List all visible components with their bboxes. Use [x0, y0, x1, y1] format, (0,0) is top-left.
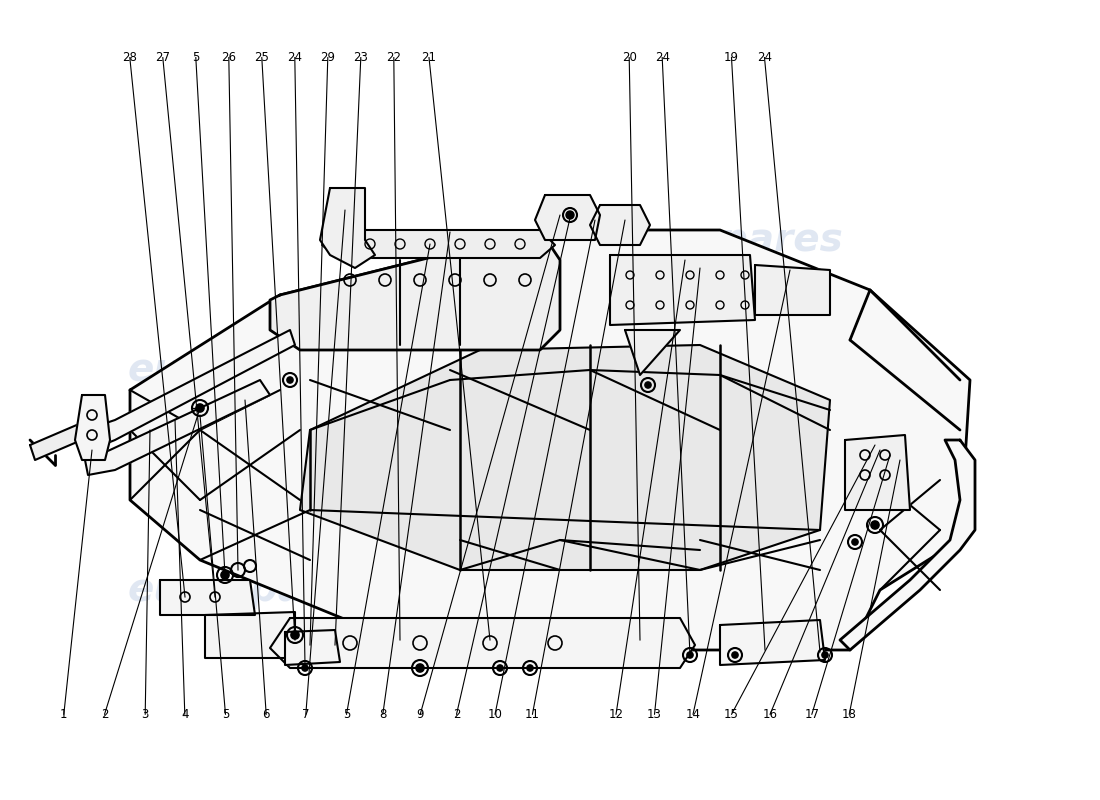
Circle shape [416, 664, 424, 672]
Text: 6: 6 [263, 708, 270, 721]
Text: 10: 10 [487, 708, 503, 721]
Text: 21: 21 [421, 51, 437, 64]
Text: 16: 16 [762, 708, 778, 721]
Text: 9: 9 [417, 708, 424, 721]
Text: 3: 3 [142, 708, 148, 721]
Polygon shape [320, 188, 375, 268]
Circle shape [566, 211, 574, 219]
Polygon shape [285, 630, 340, 665]
Circle shape [527, 665, 534, 671]
Text: 5: 5 [222, 708, 229, 721]
Circle shape [221, 571, 229, 579]
Text: eurospares: eurospares [597, 221, 843, 259]
Text: 25: 25 [254, 51, 270, 64]
Polygon shape [300, 345, 830, 570]
Circle shape [645, 382, 651, 388]
Text: 13: 13 [647, 708, 662, 721]
Polygon shape [610, 255, 755, 325]
Text: 7: 7 [302, 708, 309, 721]
Text: 18: 18 [842, 708, 857, 721]
Text: eurospares: eurospares [128, 351, 373, 389]
Circle shape [287, 377, 293, 383]
Circle shape [852, 539, 858, 545]
Polygon shape [720, 620, 825, 665]
Text: 14: 14 [685, 708, 701, 721]
Polygon shape [625, 330, 680, 375]
Text: 23: 23 [353, 51, 369, 64]
Text: 2: 2 [101, 708, 108, 721]
Circle shape [732, 652, 738, 658]
Text: eurospares: eurospares [128, 571, 373, 609]
Text: 20: 20 [621, 51, 637, 64]
Polygon shape [270, 230, 560, 350]
Text: 19: 19 [724, 51, 739, 64]
Text: 4: 4 [182, 708, 188, 721]
Polygon shape [270, 618, 695, 668]
Text: 27: 27 [155, 51, 170, 64]
Text: 8: 8 [379, 708, 386, 721]
Text: 11: 11 [525, 708, 540, 721]
Polygon shape [205, 612, 295, 658]
Text: 24: 24 [287, 51, 303, 64]
Text: 17: 17 [804, 708, 820, 721]
Polygon shape [85, 380, 270, 475]
Polygon shape [75, 395, 110, 460]
Polygon shape [322, 230, 556, 258]
Polygon shape [160, 580, 255, 615]
Text: 29: 29 [320, 51, 336, 64]
Text: 1: 1 [60, 708, 67, 721]
Polygon shape [30, 415, 105, 460]
Circle shape [822, 652, 828, 658]
Polygon shape [755, 265, 830, 315]
Text: 2: 2 [453, 708, 460, 721]
Polygon shape [590, 205, 650, 245]
Text: 5: 5 [343, 708, 350, 721]
Circle shape [292, 631, 299, 639]
Polygon shape [85, 330, 295, 450]
Text: 26: 26 [221, 51, 236, 64]
Circle shape [871, 521, 879, 529]
Text: 22: 22 [386, 51, 402, 64]
Text: 28: 28 [122, 51, 138, 64]
Circle shape [688, 652, 693, 658]
Text: 12: 12 [608, 708, 624, 721]
Polygon shape [845, 435, 910, 510]
Text: 24: 24 [654, 51, 670, 64]
Text: 24: 24 [757, 51, 772, 64]
Circle shape [196, 404, 204, 412]
Text: eurospares: eurospares [627, 551, 873, 589]
Text: 15: 15 [724, 708, 739, 721]
Polygon shape [840, 440, 975, 650]
Circle shape [302, 665, 308, 671]
Polygon shape [535, 195, 600, 240]
Text: 5: 5 [192, 51, 199, 64]
Circle shape [497, 665, 503, 671]
Polygon shape [130, 230, 970, 650]
